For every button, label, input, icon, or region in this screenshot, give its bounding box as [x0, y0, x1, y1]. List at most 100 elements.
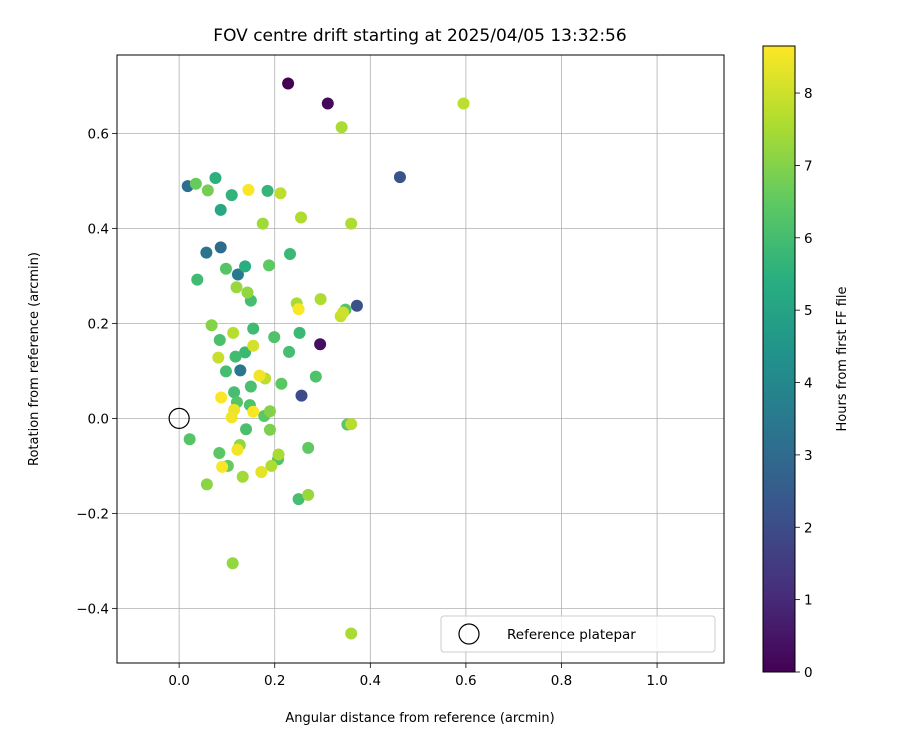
data-point	[302, 441, 315, 454]
data-point	[225, 411, 238, 424]
data-point	[345, 418, 358, 431]
plot-frame	[116, 54, 725, 664]
y-tick-label: −0.2	[76, 506, 109, 522]
y-tick-label: 0.4	[88, 221, 109, 237]
data-point	[241, 286, 254, 299]
data-point	[314, 293, 327, 306]
chart-title: FOV centre drift starting at 2025/04/05 …	[213, 26, 626, 46]
x-axis-label: Angular distance from reference (arcmin)	[285, 711, 554, 726]
colorbar-tick-label: 6	[804, 231, 813, 247]
colorbar-tick-label: 0	[804, 665, 813, 681]
y-tick-label: 0.6	[88, 126, 109, 142]
x-axis-ticks: 0.0 0.2 0.4 0.6 0.8 1.0	[168, 663, 668, 689]
data-point	[200, 246, 213, 259]
grid-lines	[117, 55, 724, 663]
data-point	[215, 391, 228, 404]
data-point	[337, 306, 350, 319]
x-tick-label: 0.4	[360, 673, 381, 689]
data-point	[227, 326, 240, 339]
colorbar-tick-label: 3	[804, 448, 813, 464]
data-point	[309, 370, 322, 383]
data-points	[181, 77, 470, 640]
y-axis-ticks: −0.4 −0.2 0.0 0.2 0.4 0.6	[76, 126, 117, 617]
data-point	[240, 423, 253, 436]
x-tick-label: 0.6	[455, 673, 476, 689]
reference-platepar-marker	[168, 407, 190, 429]
data-point	[274, 187, 287, 200]
colorbar-ticks: 0 1 2 3 4 5 6 7 8	[795, 86, 813, 681]
data-point	[183, 433, 196, 446]
data-point	[200, 478, 213, 491]
data-point	[283, 345, 296, 358]
data-point	[302, 488, 315, 501]
colorbar-gradient	[762, 45, 796, 673]
data-point	[229, 350, 242, 363]
colorbar-tick-label: 4	[804, 376, 813, 392]
data-point	[268, 331, 281, 344]
data-point	[293, 326, 306, 339]
data-point	[255, 466, 268, 479]
data-point	[253, 369, 266, 382]
data-point	[230, 281, 243, 294]
legend: Reference platepar	[440, 615, 716, 653]
data-point	[231, 268, 244, 281]
data-point	[350, 299, 363, 312]
x-tick-label: 0.2	[264, 673, 285, 689]
data-point	[256, 217, 269, 230]
data-point	[314, 338, 327, 351]
data-point	[212, 351, 225, 364]
data-point	[295, 389, 308, 402]
colorbar-tick-label: 7	[804, 158, 813, 174]
data-point	[345, 217, 358, 230]
data-point	[247, 322, 260, 335]
data-point	[292, 303, 305, 316]
data-point	[295, 211, 308, 224]
data-point	[239, 346, 252, 359]
data-point	[214, 241, 227, 254]
data-point	[205, 319, 218, 332]
data-point	[226, 557, 239, 570]
data-point	[209, 172, 222, 185]
data-point	[234, 364, 247, 377]
data-point	[242, 183, 255, 196]
data-point	[191, 273, 204, 286]
data-point	[219, 262, 232, 275]
data-point	[272, 448, 285, 461]
data-point	[214, 203, 227, 216]
reference-marker-group	[168, 407, 190, 429]
data-point	[239, 260, 252, 273]
colorbar-tick-label: 1	[804, 593, 813, 609]
data-point	[335, 121, 348, 134]
data-point	[219, 365, 232, 378]
data-point	[282, 77, 295, 90]
data-point	[321, 97, 334, 110]
data-point	[228, 386, 241, 399]
data-point	[216, 460, 229, 473]
data-point	[262, 259, 275, 272]
data-point	[213, 334, 226, 346]
x-tick-label: 0.0	[168, 673, 189, 689]
data-point	[275, 377, 288, 390]
legend-marker-icon	[458, 623, 480, 645]
x-tick-label: 0.8	[551, 673, 572, 689]
data-point	[345, 627, 358, 640]
colorbar-tick-label: 5	[804, 303, 813, 319]
y-axis-label: Rotation from reference (arcmin)	[27, 252, 42, 466]
data-point	[393, 171, 406, 184]
data-point	[231, 443, 244, 456]
data-point	[263, 405, 276, 418]
y-tick-label: 0.0	[88, 411, 109, 427]
data-point	[189, 177, 202, 190]
data-point	[457, 97, 470, 110]
data-point	[244, 380, 257, 393]
data-point	[247, 405, 260, 418]
data-point	[213, 447, 226, 460]
colorbar-tick-label: 8	[804, 86, 813, 102]
data-point	[225, 189, 238, 202]
data-point	[236, 470, 249, 483]
legend-box	[440, 615, 716, 653]
colorbar-label: Hours from first FF file	[835, 286, 850, 431]
data-point	[284, 248, 297, 261]
data-point	[261, 184, 274, 197]
